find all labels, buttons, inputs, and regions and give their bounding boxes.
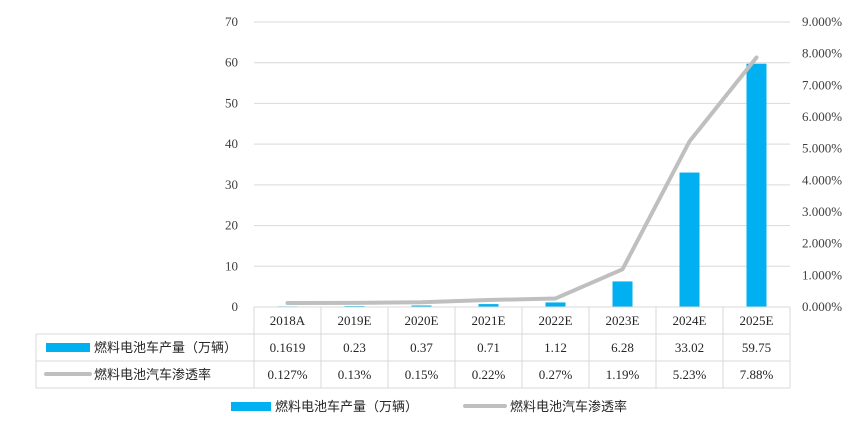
table-cell: 0.1619 (270, 340, 306, 355)
bar (679, 172, 700, 307)
right-tick-label: 9.000% (802, 14, 842, 29)
table-cell: 0.71 (477, 340, 500, 355)
table-cell: 0.27% (539, 367, 573, 382)
left-tick-label: 60 (225, 55, 238, 70)
table-cell: 1.12 (544, 340, 567, 355)
right-axis-ticks: 0.000% 1.000% 2.000% 3.000% 4.000% 5.000% 6.00… (802, 14, 842, 314)
category-label: 2024E (673, 313, 707, 328)
left-tick-label: 20 (225, 218, 238, 233)
bar (545, 302, 566, 307)
table-cell: 0.127% (267, 367, 307, 382)
table-cell: 0.23 (343, 340, 366, 355)
table-cell: 0.15% (405, 367, 439, 382)
data-table: 2018A 2019E 2020E 2021E 2022E 2023E 2024E 2025E… (35, 306, 791, 389)
bar-series (277, 63, 767, 307)
category-label: 2018A (270, 313, 306, 328)
gridlines (254, 21, 790, 308)
left-tick-label: 10 (225, 258, 238, 273)
right-tick-label: 1.000% (802, 267, 842, 282)
right-tick-label: 0.000% (802, 299, 842, 314)
bar (612, 281, 633, 307)
table-cell: 5.23% (673, 367, 707, 382)
table-row-label: 燃料电池车产量（万辆） (94, 340, 237, 356)
line-series (285, 55, 759, 305)
right-tick-label: 4.000% (802, 172, 842, 187)
table-cell: 33.02 (675, 340, 704, 355)
legend-label: 燃料电池车产量（万辆） (275, 399, 418, 415)
category-label: 2023E (606, 313, 640, 328)
right-tick-label: 6.000% (802, 109, 842, 124)
bar (746, 63, 767, 307)
right-tick-label: 8.000% (802, 46, 842, 61)
legend: 燃料电池车产量（万辆） 燃料电池汽车渗透率 (231, 399, 627, 415)
left-tick-label: 70 (225, 14, 238, 29)
table-cell: 0.37 (410, 340, 433, 355)
left-tick-label: 30 (225, 177, 238, 192)
table-cell: 0.22% (472, 367, 506, 382)
table-cell: 6.28 (611, 340, 634, 355)
left-tick-label: 40 (225, 136, 238, 151)
right-tick-label: 3.000% (802, 204, 842, 219)
table-cell: 0.13% (338, 367, 372, 382)
left-tick-label: 50 (225, 95, 238, 110)
legend-bar-key (231, 402, 271, 411)
table-row-label: 燃料电池汽车渗透率 (94, 367, 211, 383)
table-cell: 7.88% (740, 367, 774, 382)
category-label: 2020E (405, 313, 439, 328)
category-label: 2022E (539, 313, 573, 328)
table-bar-key (46, 343, 90, 352)
right-tick-label: 7.000% (802, 77, 842, 92)
category-label: 2025E (740, 313, 774, 328)
right-tick-label: 2.000% (802, 236, 842, 251)
table-cell: 1.19% (606, 367, 640, 382)
bar (411, 305, 432, 307)
left-axis-ticks: 0 10 20 30 40 50 60 70 (225, 14, 238, 314)
table-cell: 59.75 (742, 340, 771, 355)
left-tick-label: 0 (232, 299, 239, 314)
series-line (285, 55, 759, 305)
category-label: 2019E (338, 313, 372, 328)
right-tick-label: 5.000% (802, 141, 842, 156)
bar (478, 304, 499, 307)
category-label: 2021E (472, 313, 506, 328)
legend-label: 燃料电池汽车渗透率 (510, 399, 627, 415)
